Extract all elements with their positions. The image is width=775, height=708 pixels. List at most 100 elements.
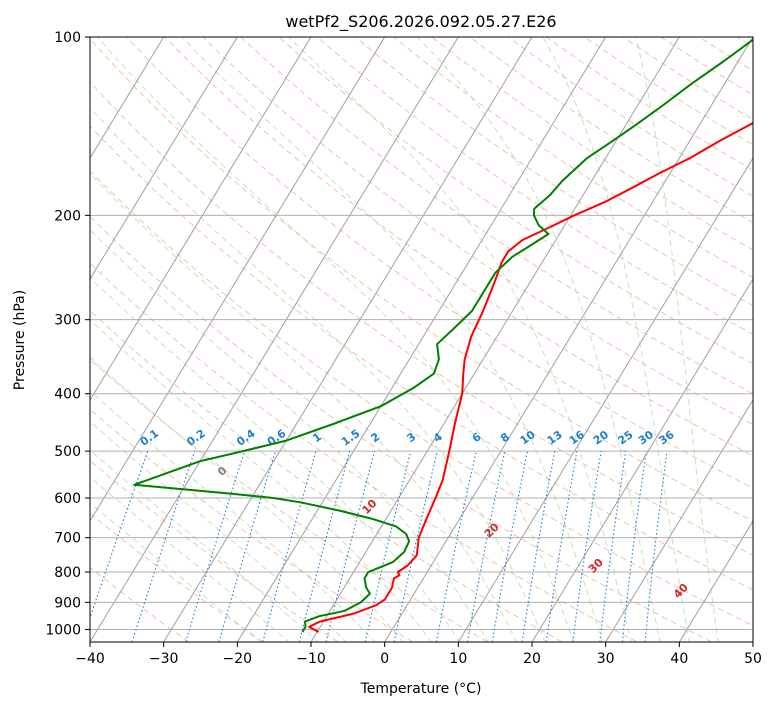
isotherm-line xyxy=(163,37,533,642)
x-axis-title: Temperature (°C) xyxy=(360,681,482,697)
moist-adiabat-line xyxy=(90,228,489,642)
moist-adiabat-line xyxy=(288,37,632,642)
x-tick-label: 20 xyxy=(523,651,541,667)
moist-adiabat-line xyxy=(90,172,518,642)
mixing-ratio-label: 16 xyxy=(567,428,587,448)
axis-layer: −40 −30 −20 −10 0 10 20 30 40 5010020030040050060… xyxy=(45,30,762,667)
moist-adiabat-line xyxy=(90,476,290,642)
isotherm-line xyxy=(90,37,312,401)
mixing-ratio-line xyxy=(218,450,276,642)
dry-adiabat-line xyxy=(90,262,638,642)
y-tick-label: 400 xyxy=(54,387,81,403)
temperature-profile-line xyxy=(308,121,753,633)
moist-adiabat-line xyxy=(90,356,404,642)
y-tick-label: 800 xyxy=(54,565,81,581)
dry-adiabat-line xyxy=(90,170,753,627)
mixing-ratio-label: 1.5 xyxy=(339,427,362,449)
mixing-ratio-label: 3 xyxy=(405,430,419,445)
y-axis-title: Pressure (hPa) xyxy=(12,290,28,390)
moist-adiabat-line xyxy=(90,449,319,642)
y-tick-label: 200 xyxy=(54,208,81,224)
moist-adiabat-label: 40 xyxy=(671,581,691,601)
x-tick-label: −40 xyxy=(75,651,105,667)
dry-adiabat-line xyxy=(90,566,190,642)
x-tick-label: −30 xyxy=(149,651,179,667)
mixing-ratio-line xyxy=(131,450,196,642)
x-tick-label: 50 xyxy=(744,651,762,667)
isotherm-line xyxy=(752,641,753,642)
dry-adiabat-line xyxy=(622,37,753,121)
isotherm-line xyxy=(457,157,753,642)
series-layer xyxy=(133,38,753,633)
dry-adiabat-line xyxy=(90,512,264,642)
moist-adiabat-line xyxy=(90,420,348,642)
isotherm-line xyxy=(384,37,753,642)
moist-adiabat-line xyxy=(635,37,719,642)
isotherm-line xyxy=(90,37,459,642)
mixing-ratio-line xyxy=(491,450,529,642)
dry-adiabat-line xyxy=(469,37,753,224)
dry-adiabat-line xyxy=(393,37,753,279)
isotherm-line xyxy=(678,520,753,642)
y-tick-label: 1000 xyxy=(45,622,81,638)
chart-title: wetPf2_S206.2026.092.05.27.E26 xyxy=(285,12,556,32)
mixing-ratio-label: 13 xyxy=(545,428,565,447)
moist-adiabat-line xyxy=(97,37,575,642)
dry-adiabat-line xyxy=(90,459,339,642)
y-tick-label: 700 xyxy=(54,531,81,547)
dry-adiabat-line xyxy=(202,37,753,426)
mixing-ratio-line xyxy=(393,450,438,642)
moist-adiabat-line xyxy=(90,502,262,642)
dry-adiabat-line xyxy=(698,37,753,72)
y-tick-label: 300 xyxy=(54,313,81,329)
mixing-ratio-label: 10 xyxy=(518,428,538,448)
x-tick-label: 0 xyxy=(380,651,389,667)
mixing-ratio-line xyxy=(90,450,149,620)
mixing-ratio-line xyxy=(298,450,351,642)
dry-adiabat-line xyxy=(90,358,488,642)
dry-adiabat-line xyxy=(431,37,753,251)
dry-adiabat-line xyxy=(90,309,563,642)
moist-adiabat-line xyxy=(417,37,661,642)
dry-adiabat-line xyxy=(278,37,753,365)
x-tick-label: −10 xyxy=(296,651,326,667)
mixing-ratio-line xyxy=(644,451,668,642)
isotherm-line xyxy=(236,37,607,642)
dry-adiabat-line xyxy=(90,408,414,642)
dry-adiabat-line xyxy=(240,37,753,395)
moist-adiabat-line xyxy=(90,277,461,642)
isotherm-line xyxy=(90,37,386,522)
isotherm-line xyxy=(605,399,753,642)
mixing-ratio-label: 20 xyxy=(591,428,611,448)
grid-layer xyxy=(90,37,753,642)
mixing-ratio-label: 1 xyxy=(310,430,324,445)
x-tick-label: −20 xyxy=(223,651,253,667)
plot-frame xyxy=(89,36,754,643)
isotherm-line xyxy=(310,37,680,642)
mixing-ratio-label: 0.1 xyxy=(138,427,161,449)
mixing-ratio-line xyxy=(572,451,602,642)
y-tick-label: 500 xyxy=(54,444,81,460)
dry-adiabat-line xyxy=(90,125,753,591)
moist-adiabat-label: 30 xyxy=(586,556,606,576)
dewpoint-profile-line xyxy=(133,38,753,633)
mixing-ratio-line xyxy=(545,451,578,642)
mixing-ratio-line xyxy=(262,450,317,642)
y-tick-label: 100 xyxy=(54,30,81,46)
mixing-ratio-line xyxy=(466,450,506,642)
dry-adiabat-line xyxy=(90,81,753,556)
y-tick-label: 600 xyxy=(54,491,81,507)
mixing-ratio-line xyxy=(621,451,647,642)
x-tick-label: 30 xyxy=(597,651,615,667)
moist-adiabat-label: 0 xyxy=(215,464,230,479)
mixing-ratio-label: 0.2 xyxy=(184,427,207,449)
moist-adiabat-line xyxy=(90,106,546,642)
dry-adiabat-line xyxy=(90,38,753,522)
line-label-layer: 0.10.20.40.611.52346810131620253036-100-… xyxy=(138,427,691,601)
isotherm-line xyxy=(531,278,753,642)
mixing-ratio-label: 30 xyxy=(636,428,656,448)
mixing-ratio-label: 8 xyxy=(498,430,512,445)
moist-adiabat-line xyxy=(90,390,376,642)
y-tick-label: 900 xyxy=(54,595,81,611)
